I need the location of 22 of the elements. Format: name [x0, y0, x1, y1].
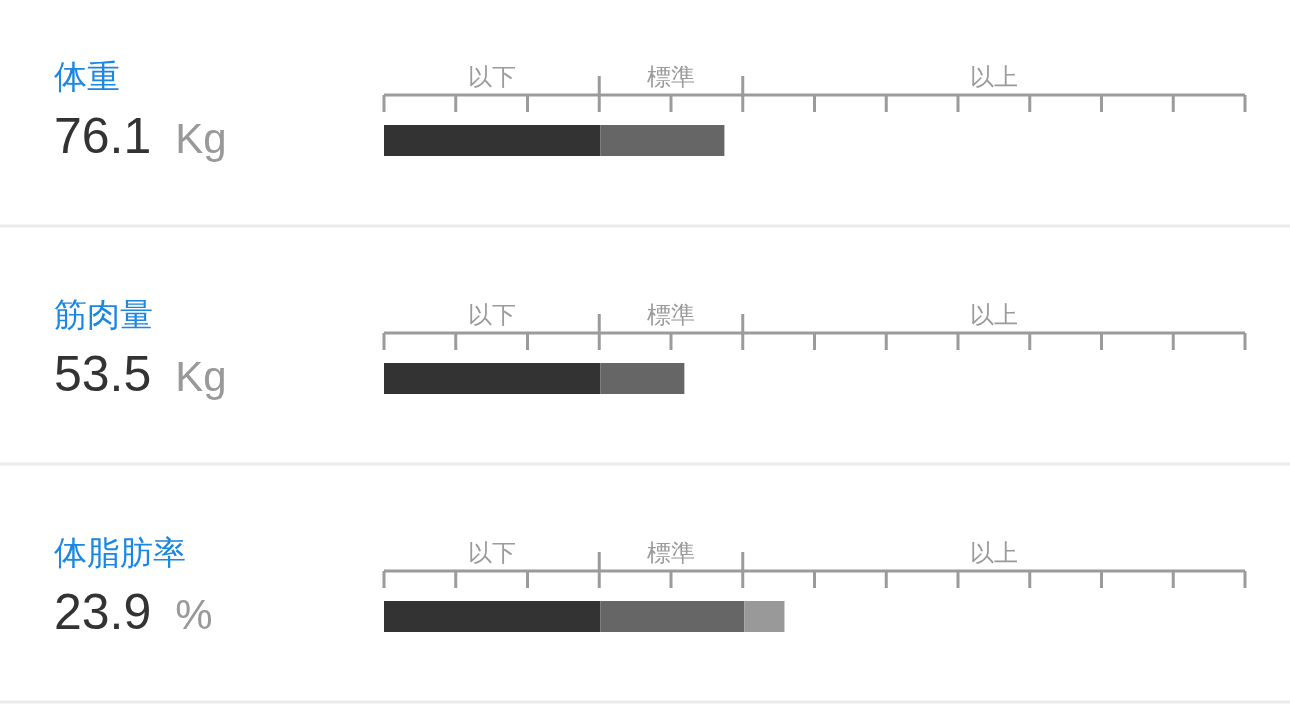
text: 76.1 Kg: [54, 108, 227, 164]
bar: [600, 601, 745, 632]
y-tick-label: 体重: [54, 58, 120, 95]
bar: [744, 601, 785, 632]
text: 以下: [467, 301, 516, 328]
text: 23.9 %: [54, 584, 213, 640]
text: 以下: [467, 539, 516, 566]
text: 53.5 Kg: [54, 346, 227, 402]
bar: [600, 363, 685, 394]
y-tick-label: 筋肉量: [54, 296, 153, 333]
annotation: 以上: [969, 63, 1018, 90]
text: 標準: [647, 301, 695, 328]
text: 以上: [969, 301, 1018, 328]
annotation: 標準: [647, 63, 695, 90]
bar: [384, 601, 601, 632]
bar: [600, 125, 725, 156]
text: 標準: [647, 539, 695, 566]
bar: [384, 125, 601, 156]
text: 以上: [969, 539, 1018, 566]
annotation: 以下: [467, 63, 516, 90]
bar: [384, 363, 601, 394]
y-tick-label: 体脂肪率: [54, 534, 186, 571]
